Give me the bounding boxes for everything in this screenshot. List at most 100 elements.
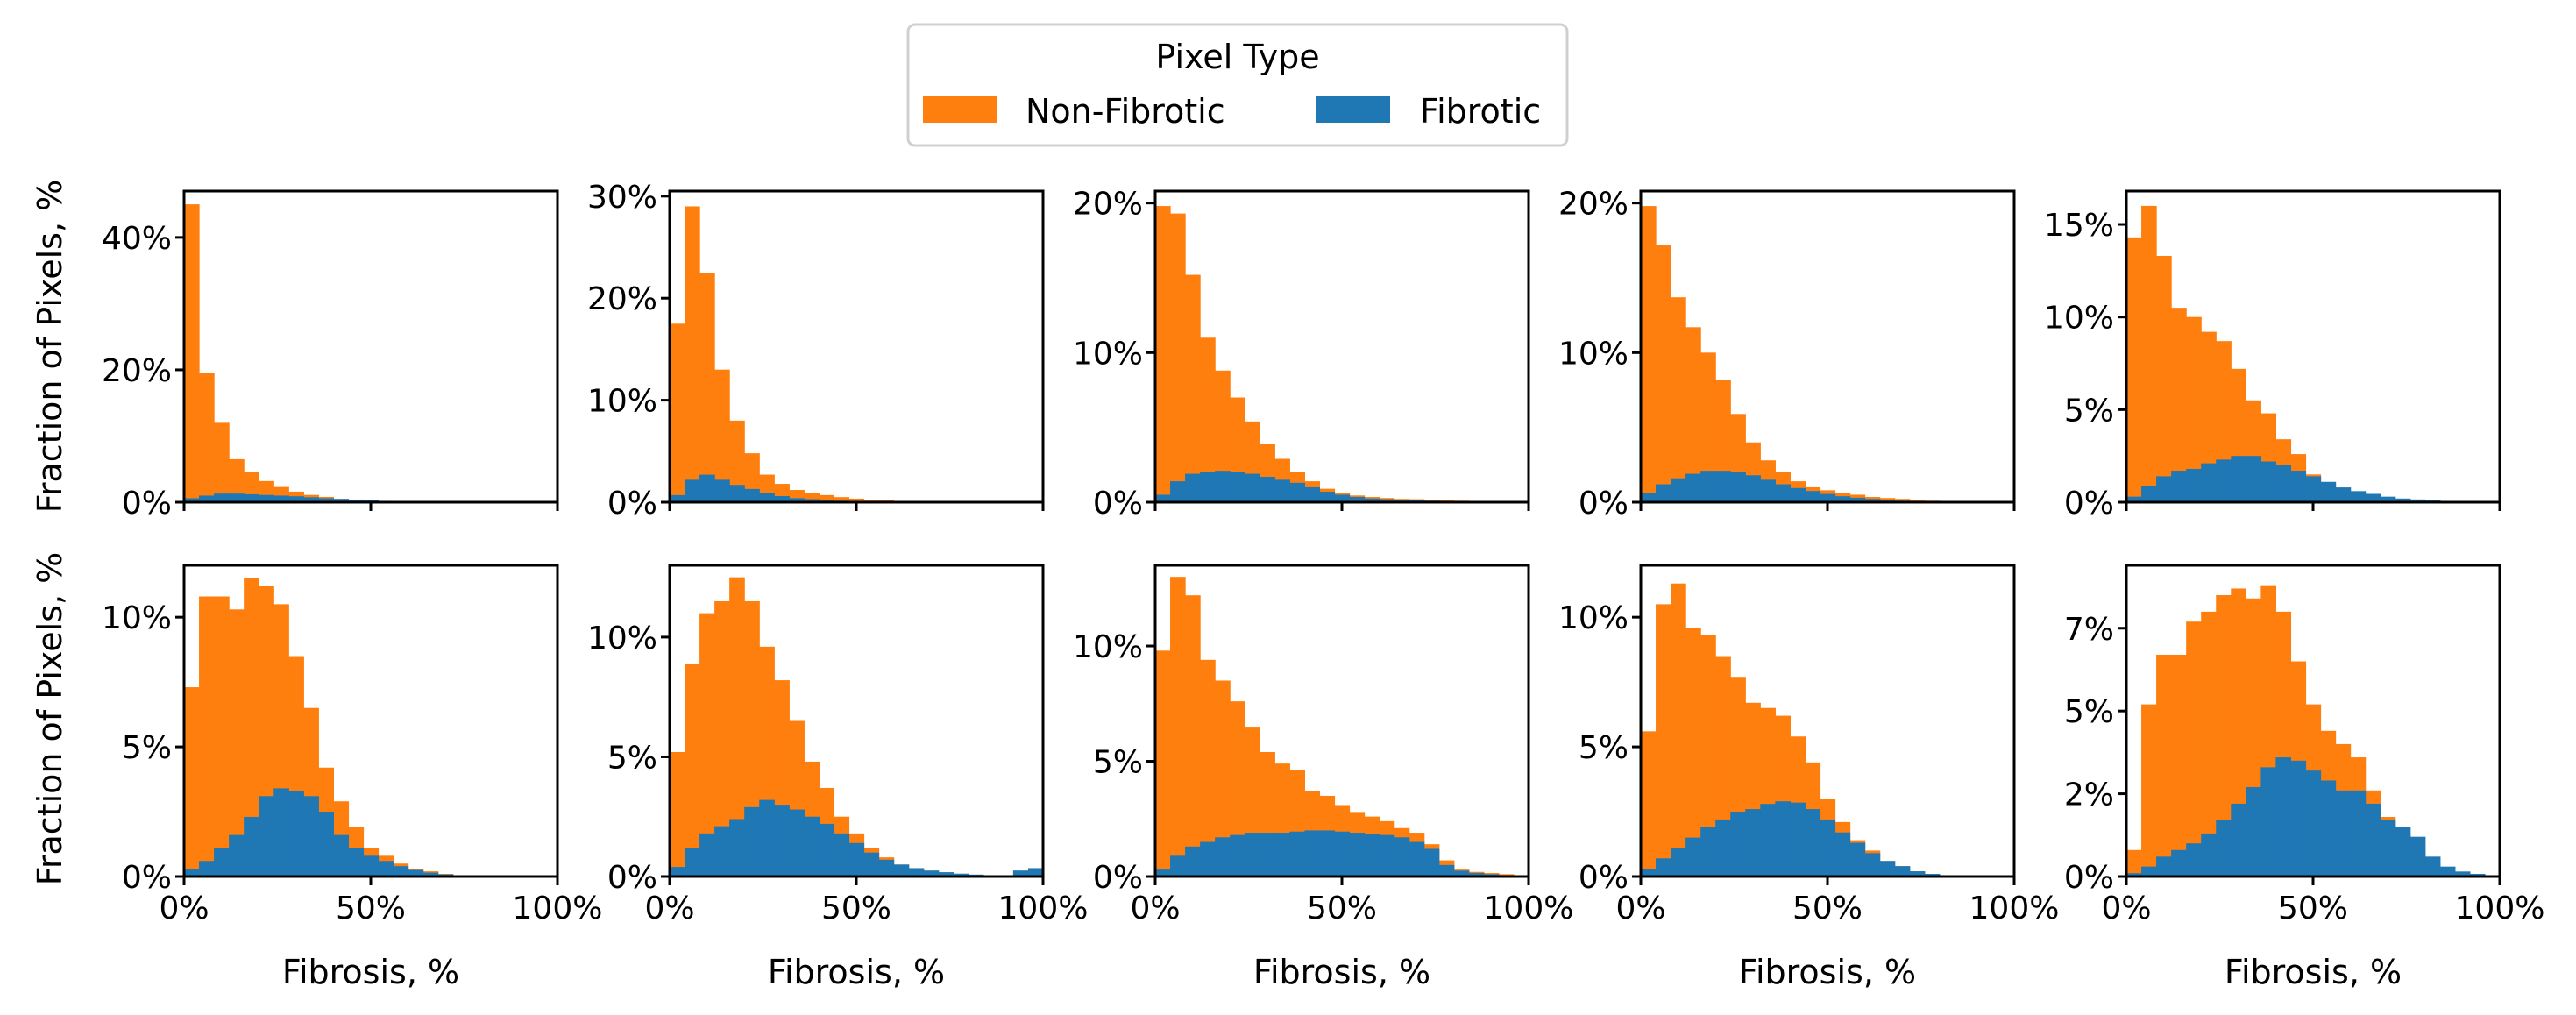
bar	[1790, 487, 1806, 502]
bar	[1364, 834, 1380, 877]
panel-7: 0% 5% 10% 0% 50% 100% Fibrosis, %	[587, 564, 1088, 991]
panel-6: 0% 5% 10% 0% 50% 100% Fibrosis, %	[102, 564, 602, 991]
bar	[244, 578, 259, 877]
bar	[1715, 819, 1731, 877]
bar	[363, 855, 380, 877]
bar	[1656, 604, 1671, 877]
y-tick-label: 5%	[1093, 745, 1143, 781]
bar	[333, 834, 350, 877]
bar	[1185, 274, 1201, 502]
bar	[1641, 493, 1657, 502]
legend-swatch-non-fibrotic	[923, 96, 997, 123]
legend-frame	[906, 23, 1569, 147]
y-tick-label: 5%	[2064, 694, 2114, 730]
panels: 0% 20% 40% 0% 10% 20% 30% 0% 10% 20% 0% 10% 20% 0% 5% 1…	[102, 180, 2544, 991]
bar	[1349, 833, 1366, 877]
bar	[1641, 731, 1657, 877]
x-tick-label: 50%	[336, 891, 406, 926]
bar	[1671, 583, 1686, 877]
bar	[774, 805, 790, 877]
bar	[1805, 491, 1821, 502]
y-tick-label: 10%	[102, 600, 172, 636]
x-axis-label: Fibrosis, %	[768, 953, 945, 991]
y-tick-label: 5%	[2064, 393, 2114, 429]
panel-1: 0% 20% 40%	[102, 189, 559, 522]
y-tick-label: 0%	[122, 486, 172, 522]
bar	[229, 493, 245, 502]
bar	[2409, 836, 2426, 877]
bar	[1334, 494, 1351, 502]
bar	[1349, 497, 1366, 502]
bar	[2454, 871, 2471, 877]
bar	[729, 485, 745, 502]
bar	[378, 861, 394, 877]
bar	[863, 852, 880, 877]
bar	[1215, 837, 1231, 877]
bar	[804, 816, 820, 877]
bar	[744, 806, 760, 877]
bar	[2305, 770, 2322, 877]
y-tick-label: 5%	[1579, 730, 1629, 766]
bar	[348, 848, 365, 877]
bar	[1260, 476, 1275, 502]
bar	[2171, 308, 2187, 502]
bar	[1304, 830, 1321, 877]
bar	[774, 496, 790, 502]
bar	[2156, 255, 2172, 502]
x-tick-label: 0%	[1130, 891, 1180, 926]
bar	[2380, 820, 2396, 877]
y-tick-label: 10%	[1073, 336, 1143, 372]
bar	[288, 496, 304, 502]
bar	[923, 870, 940, 877]
bar	[1641, 206, 1657, 502]
bar	[2365, 803, 2381, 877]
y-tick-label: 10%	[1558, 336, 1629, 372]
bar	[184, 498, 200, 502]
x-tick-label: 50%	[1792, 891, 1863, 926]
x-tick-label: 0%	[2101, 891, 2151, 926]
bar	[789, 809, 805, 877]
bar	[685, 479, 700, 502]
bar	[199, 861, 215, 877]
bar	[714, 600, 730, 877]
bar	[729, 577, 745, 877]
y-tick-label: 0%	[1093, 860, 1143, 896]
bar	[938, 872, 954, 877]
x-tick-label: 100%	[2455, 891, 2545, 926]
bar	[2156, 654, 2172, 877]
bar	[1274, 833, 1290, 877]
y-tick-label: 10%	[587, 621, 657, 657]
bar	[1245, 473, 1260, 502]
bar	[2201, 463, 2217, 502]
bar	[789, 498, 805, 502]
bar	[2320, 780, 2337, 877]
bar	[893, 864, 910, 877]
bar	[348, 499, 365, 502]
bar	[1170, 855, 1186, 877]
bar	[759, 493, 775, 502]
x-tick-label: 100%	[1969, 891, 2060, 926]
bar	[699, 833, 715, 877]
bar	[1894, 866, 1911, 877]
bar	[2469, 873, 2486, 877]
bar	[714, 826, 730, 877]
bar	[2126, 496, 2142, 502]
y-axis-label-top-row: Fraction of Pixels, %	[31, 180, 69, 513]
bar	[1775, 484, 1791, 502]
x-tick-label: 50%	[821, 891, 891, 926]
bar	[2320, 481, 2337, 502]
y-tick-label: 10%	[587, 384, 657, 420]
bar	[1849, 842, 1866, 877]
bar	[333, 499, 350, 502]
bar	[878, 859, 895, 877]
bar	[1364, 498, 1380, 502]
bar	[729, 819, 745, 877]
bar	[2395, 827, 2411, 877]
bar	[2231, 803, 2246, 877]
bar	[1260, 833, 1275, 877]
bar	[2156, 476, 2172, 502]
bar	[1671, 478, 1686, 502]
bar	[214, 493, 230, 502]
bar	[1790, 802, 1806, 877]
x-axis-label: Fibrosis, %	[1253, 953, 1430, 991]
